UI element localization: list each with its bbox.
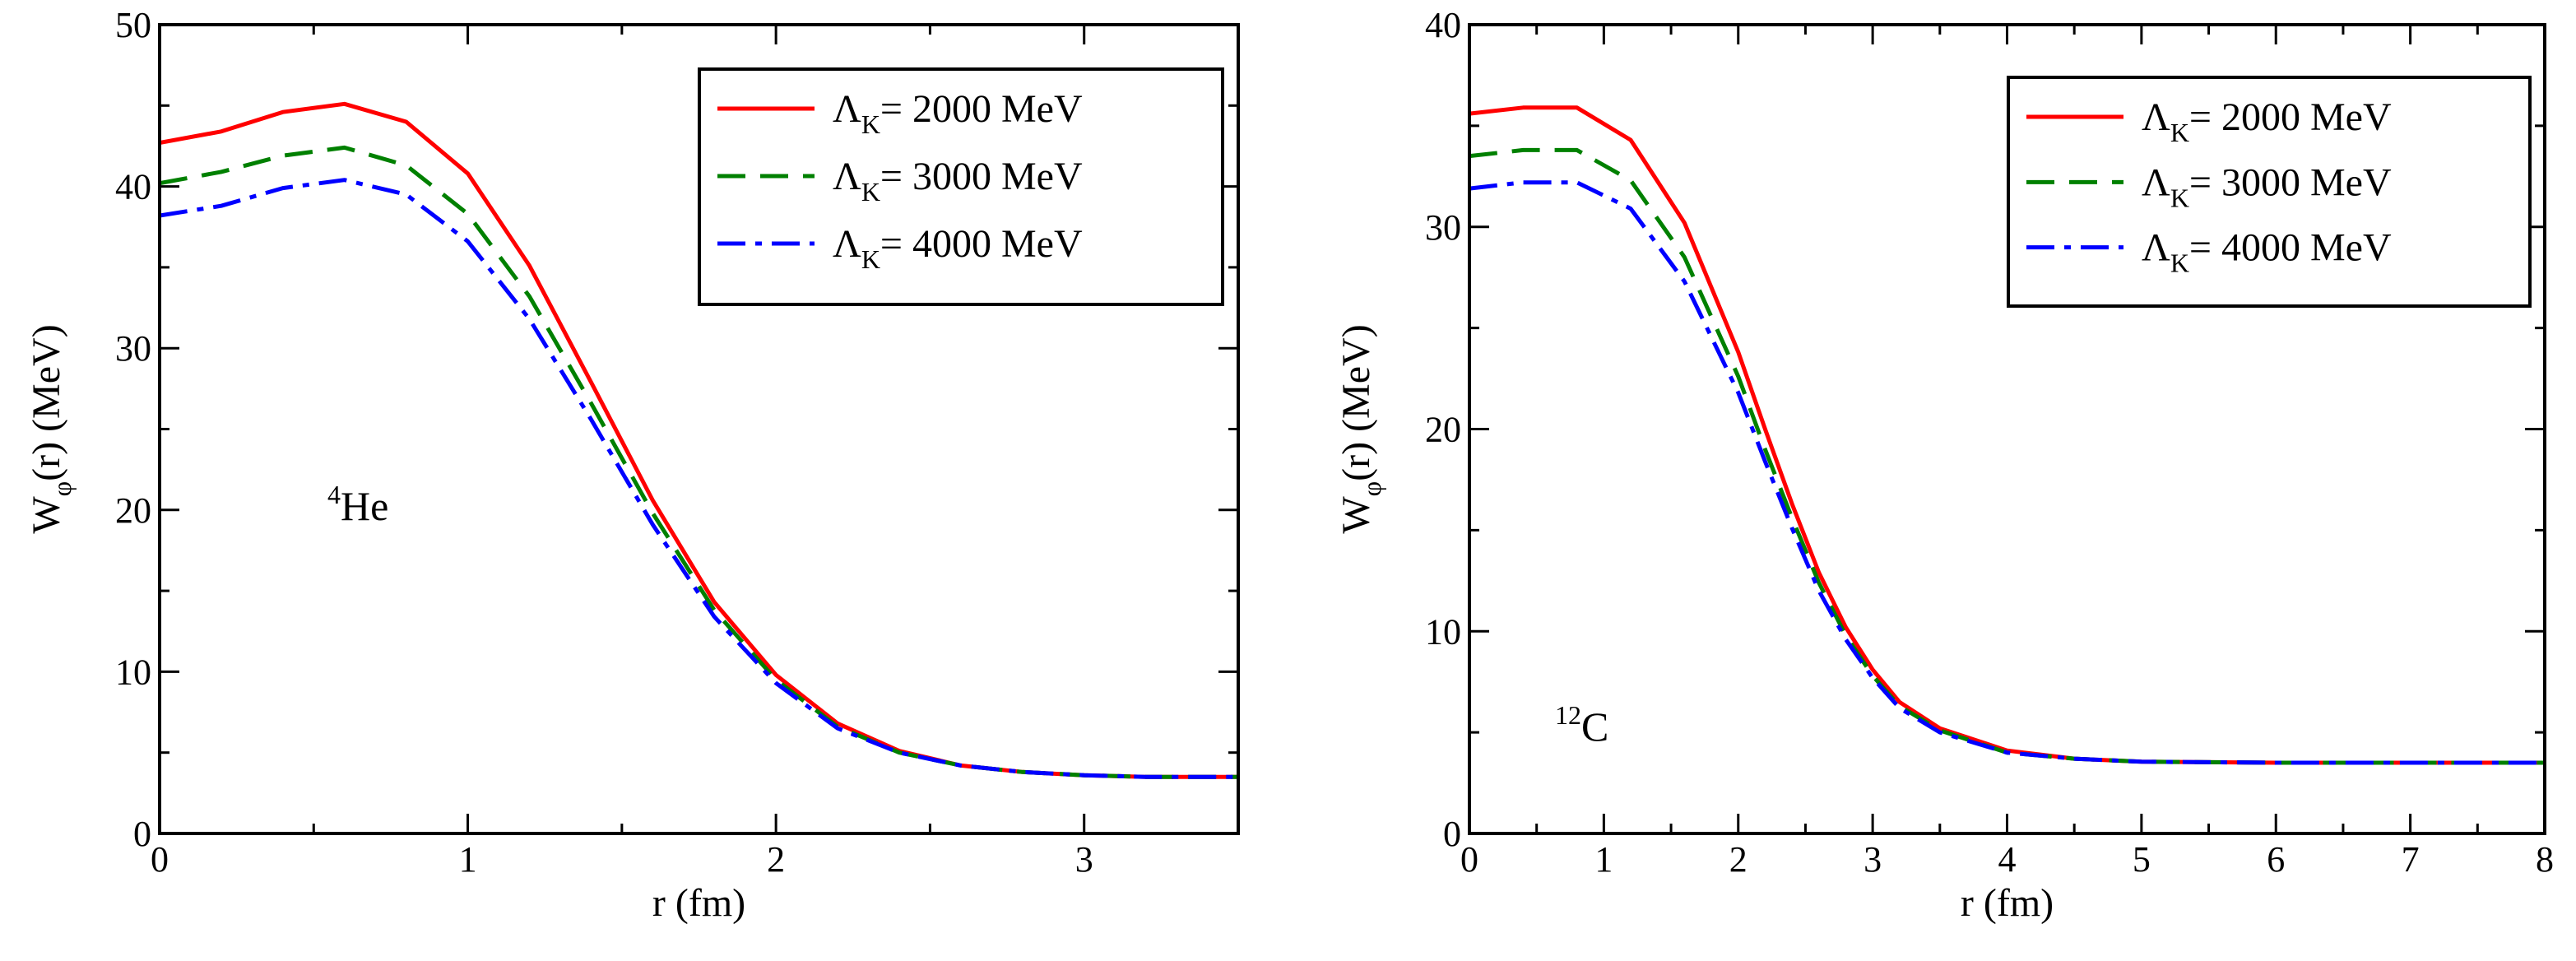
legend-text: = 2000 MeV (880, 87, 1083, 131)
legend-symbol: Λ (833, 87, 861, 131)
legend-text: = 4000 MeV (2189, 226, 2392, 270)
y-tick-label: 50 (115, 5, 151, 45)
nucleus-label-element: He (341, 483, 388, 529)
legend-subscript: K (2170, 118, 2189, 147)
legend-subscript: K (861, 109, 880, 139)
nucleus-label: 12C (1555, 700, 1608, 750)
x-tick-label: 4 (1998, 839, 2017, 880)
x-tick-label: 0 (1460, 839, 1478, 880)
y-tick-label: 10 (1425, 611, 1461, 652)
legend-symbol: Λ (2142, 226, 2170, 270)
x-tick-label: 7 (2402, 839, 2420, 880)
y-tick-label: 30 (115, 328, 151, 369)
x-tick-label: 1 (1594, 839, 1613, 880)
legend-subscript: K (861, 177, 880, 207)
legend-text: = 3000 MeV (880, 155, 1083, 198)
legend-entry: ΛK= 2000 MeV (2142, 95, 2392, 147)
legend-symbol: Λ (2142, 160, 2170, 204)
plot-frame (1468, 23, 2546, 835)
x-tick-label: 1 (459, 839, 477, 880)
legend-subscript: K (2170, 248, 2189, 278)
legend-text: = 2000 MeV (2189, 95, 2392, 139)
x-tick-label: 0 (151, 839, 169, 880)
x-tick-label: 3 (1075, 839, 1093, 880)
series-lines (160, 101, 1238, 779)
legend-subscript: K (861, 244, 880, 274)
y-tick-label: 10 (115, 652, 151, 692)
y-tick-label: 0 (1443, 814, 1461, 854)
legend-text: = 3000 MeV (2189, 160, 2392, 204)
legend-entry: ΛK= 3000 MeV (2142, 160, 2392, 212)
legend-subscript: K (2170, 183, 2189, 212)
legend-symbol: Λ (833, 155, 861, 198)
legend-entry: ΛK= 4000 MeV (2142, 226, 2392, 278)
x-tick-label: 3 (1864, 839, 1882, 880)
nucleus-label: 4He (327, 480, 388, 529)
y-axis-label-rest: (r) (MeV) (1334, 324, 1378, 481)
y-tick-label: 30 (1425, 207, 1461, 248)
y-axis-label-rest: (r) (MeV) (25, 324, 68, 481)
legend-symbol: Λ (833, 222, 861, 266)
series-line-4000-mev (1469, 180, 2545, 765)
series-line-4000-mev (160, 178, 1238, 779)
nucleus-label-element: C (1581, 703, 1608, 750)
y-axis-label-subscript: φ (47, 481, 77, 496)
legend-text: = 4000 MeV (880, 222, 1083, 266)
x-axis-label: r (fm) (652, 881, 745, 925)
y-tick-label: 20 (1425, 410, 1461, 450)
y-axis-label-subscript: φ (1357, 481, 1386, 496)
y-tick-label: 20 (115, 490, 151, 531)
y-axis-label: Wφ(r) (MeV) (25, 324, 77, 533)
x-axis-label: r (fm) (1961, 881, 2054, 925)
x-tick-label: 2 (767, 839, 785, 880)
y-axis-label-main: W (25, 496, 68, 534)
legend-symbol: Λ (2142, 95, 2170, 139)
x-tick-label: 8 (2536, 839, 2554, 880)
series-lines (1469, 105, 2545, 765)
plot-frame (158, 23, 1240, 835)
x-tick-label: 5 (2133, 839, 2151, 880)
legend-entry: ΛK= 4000 MeV (833, 222, 1083, 274)
legend-entry: ΛK= 3000 MeV (833, 155, 1083, 207)
y-axis-label: Wφ(r) (MeV) (1334, 324, 1386, 533)
y-tick-label: 0 (133, 814, 151, 854)
nucleus-label-mass-number: 4 (327, 480, 341, 509)
nucleus-label-mass-number: 12 (1555, 700, 1581, 730)
legend-entry: ΛK= 2000 MeV (833, 87, 1083, 139)
x-tick-label: 2 (1729, 839, 1748, 880)
y-tick-label: 40 (115, 167, 151, 207)
y-axis-label-main: W (1334, 496, 1378, 534)
x-tick-label: 6 (2267, 839, 2285, 880)
y-tick-label: 40 (1425, 5, 1461, 45)
